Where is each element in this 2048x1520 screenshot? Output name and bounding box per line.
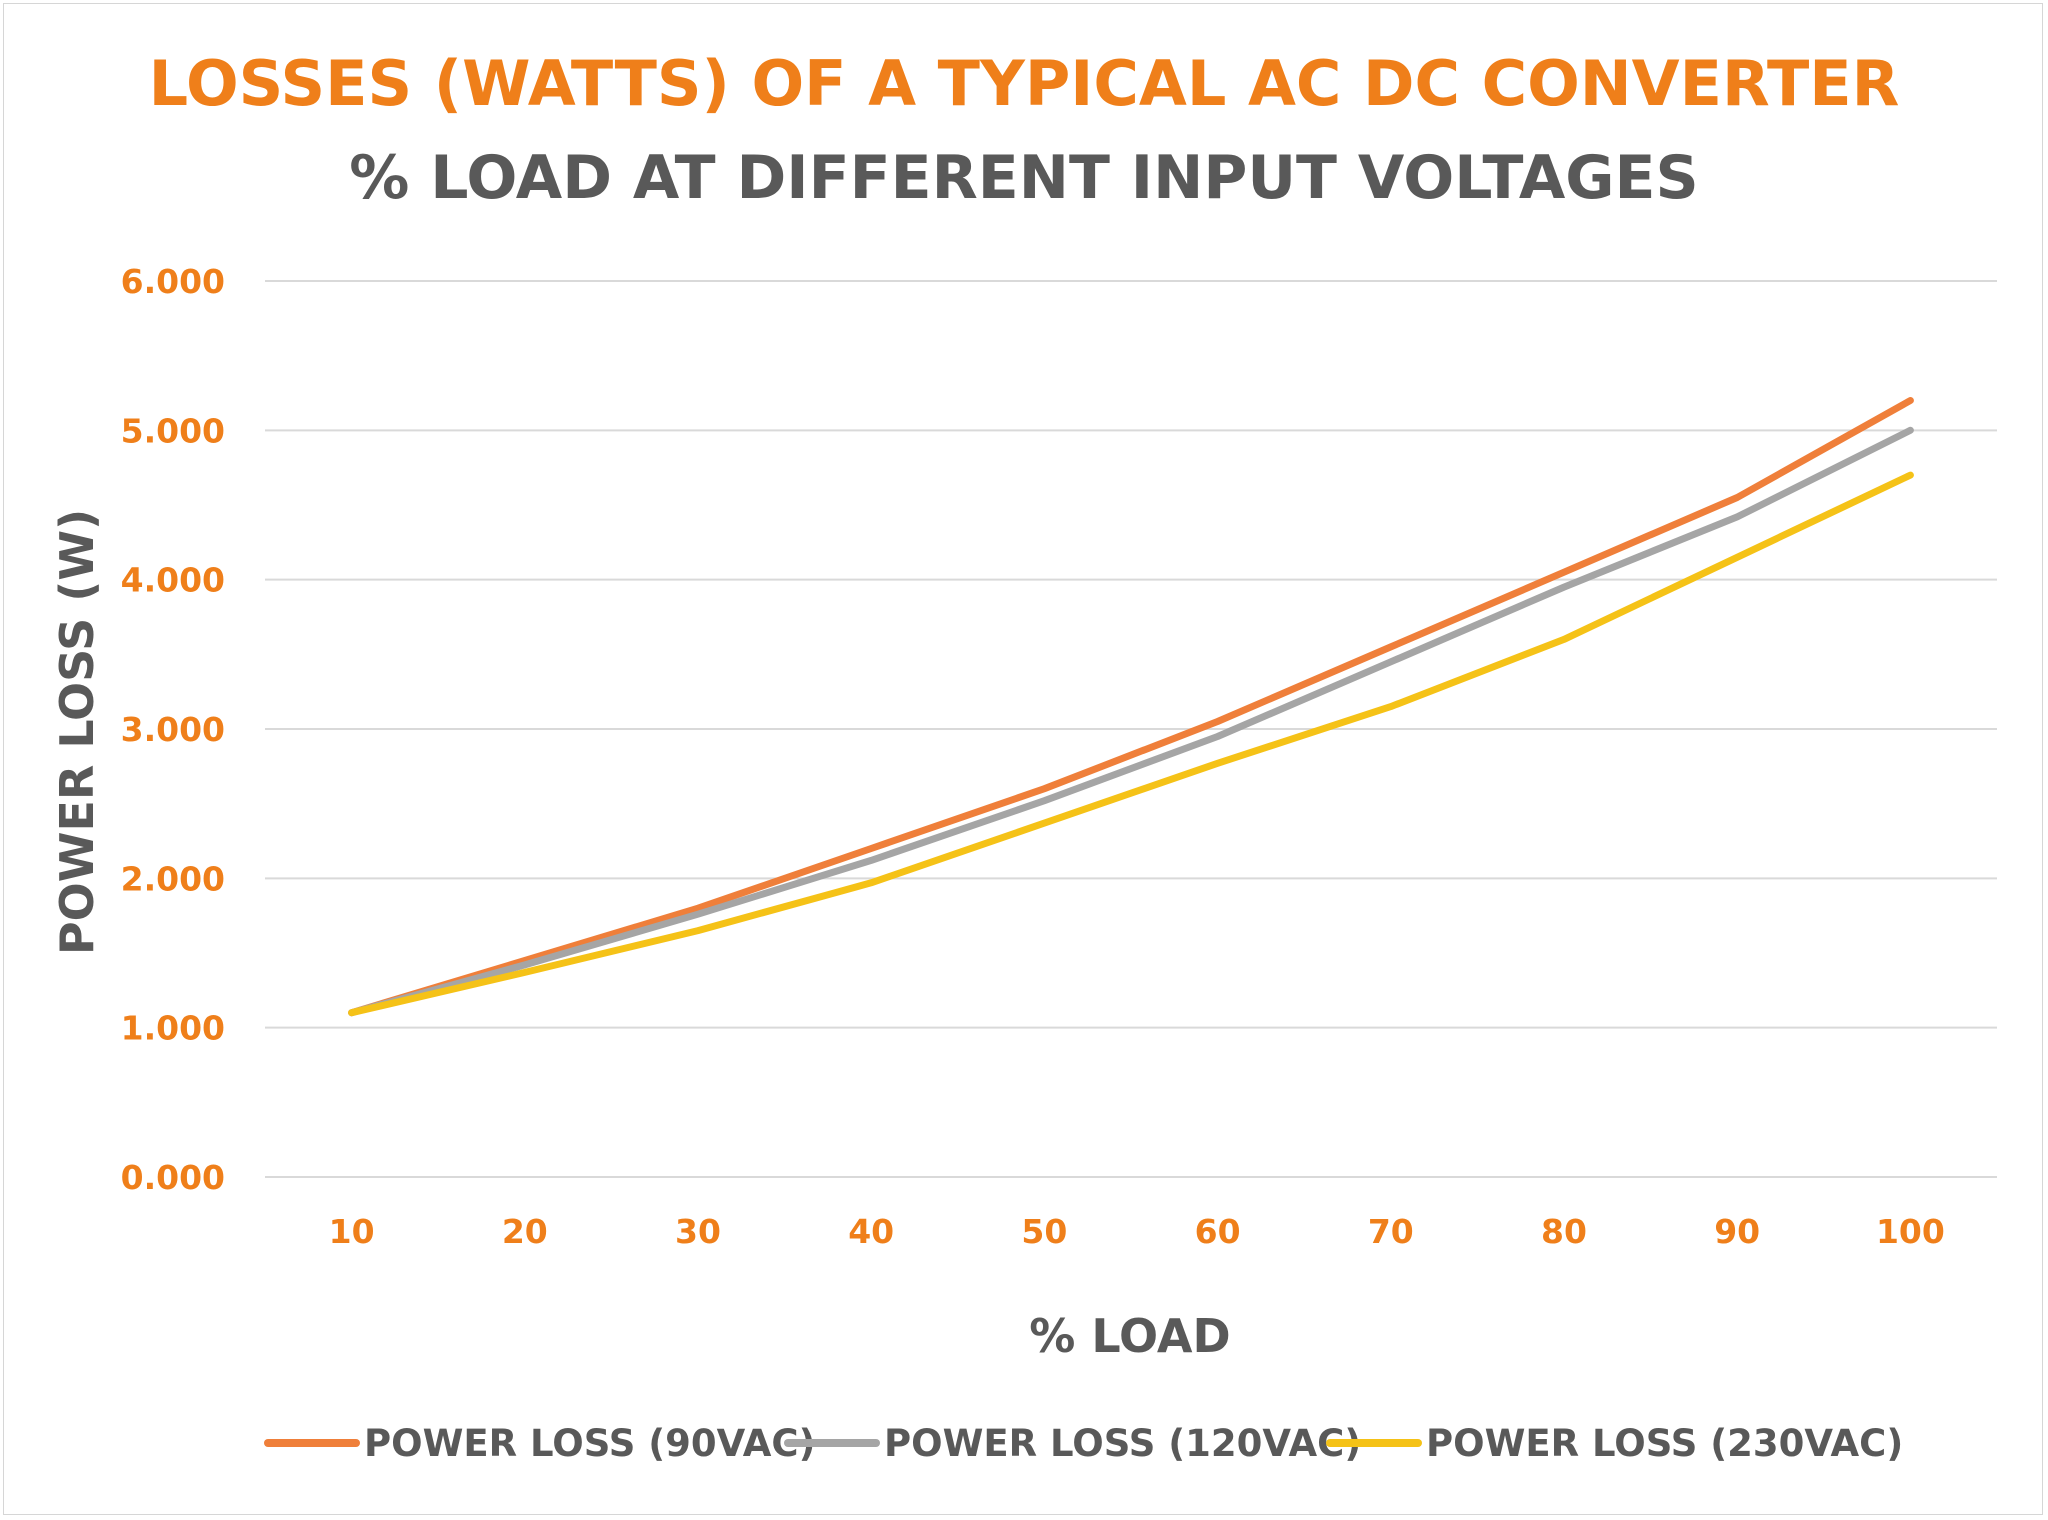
x-axis-title: % LOAD (1029, 1309, 1230, 1363)
x-tick-label: 20 (502, 1212, 548, 1251)
y-tick-label: 2.000 (121, 859, 225, 898)
x-tick-label: 80 (1541, 1212, 1587, 1251)
x-tick-label: 60 (1195, 1212, 1241, 1251)
chart-subtitle: % LOAD AT DIFFERENT INPUT VOLTAGES (349, 143, 1698, 213)
chart-frame (3, 3, 2043, 1515)
y-tick-label: 5.000 (121, 411, 225, 450)
y-tick-label: 1.000 (121, 1009, 225, 1048)
x-axis-ticks: 10 20 30 40 50 60 70 80 90 100 (329, 1212, 1945, 1251)
x-tick-label: 70 (1368, 1212, 1414, 1251)
x-tick-label: 40 (848, 1212, 894, 1251)
series-line-1 (348, 397, 1914, 1017)
legend-label-1: POWER LOSS (90VAC) (364, 1422, 815, 1465)
legend-label-3: POWER LOSS (230VAC) (1426, 1422, 1903, 1465)
series-line-2 (348, 426, 1914, 1017)
y-tick-label: 3.000 (121, 710, 225, 749)
x-tick-label: 10 (329, 1212, 375, 1251)
y-tick-label: 4.000 (121, 561, 225, 600)
x-tick-label: 30 (675, 1212, 721, 1251)
legend-label-2: POWER LOSS (120VAC) (884, 1422, 1361, 1465)
x-tick-label: 50 (1021, 1212, 1067, 1251)
x-tick-label: 90 (1714, 1212, 1760, 1251)
gridlines (265, 280, 1997, 1178)
y-tick-label: 6.000 (121, 262, 225, 301)
series-lines (348, 397, 1914, 1017)
y-axis-ticks: 0.000 1.000 2.000 3.000 4.000 5.000 6.000 (121, 262, 225, 1197)
y-axis-title: POWER LOSS (W) (50, 509, 104, 955)
chart-title: LOSSES (WATTS) OF A TYPICAL AC DC CONVER… (149, 47, 1900, 120)
legend: POWER LOSS (90VAC) POWER LOSS (120VAC) POW… (264, 1422, 1903, 1465)
x-tick-label: 100 (1876, 1212, 1945, 1251)
series-line-3 (348, 471, 1914, 1017)
y-tick-label: 0.000 (121, 1158, 225, 1197)
